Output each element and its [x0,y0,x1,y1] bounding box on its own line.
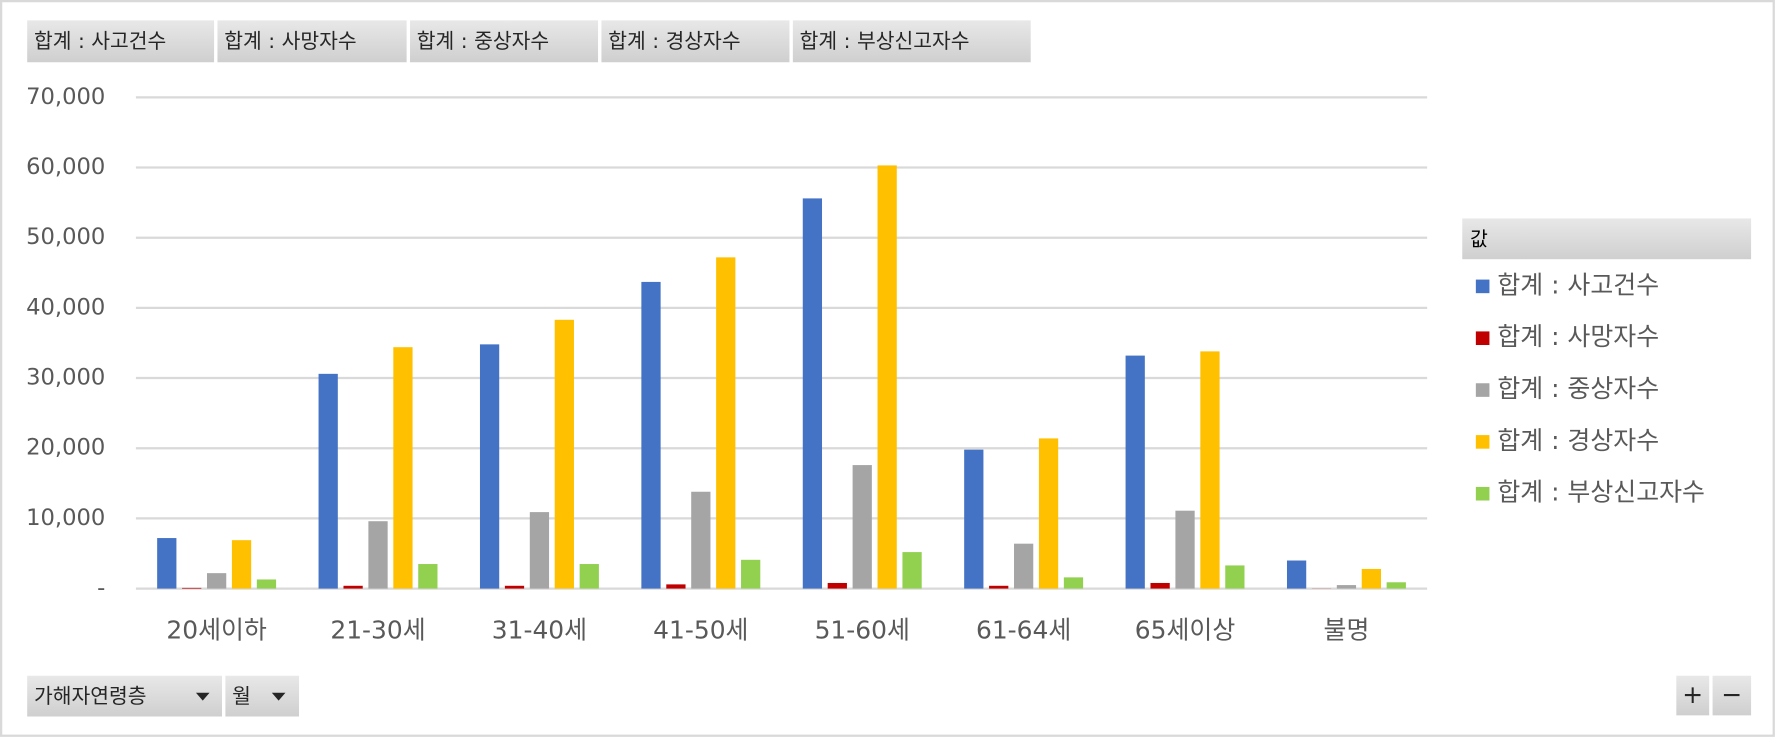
series-field-label[interactable]: 합계 : 중상자수 [417,29,549,53]
series-field-button[interactable]: 합계 : 사고건수 [27,20,215,63]
series-field-label[interactable]: 합계 : 경상자수 [608,29,740,53]
legend-label: 합계 : 사고건수 [1497,270,1659,299]
dropdown-arrow [271,692,286,701]
x-tick-label: 65세이상 [1135,616,1236,645]
bar [579,564,599,589]
bar [393,347,413,589]
bar [231,540,252,589]
series-field-button[interactable]: 합계 : 사망자수 [217,20,407,63]
legend-header [1462,218,1752,260]
bar [368,521,388,589]
y-tick-label: 70,000 [26,84,105,110]
x-tick-label: 41-50세 [653,616,748,645]
bar [716,257,736,589]
bar [852,465,872,589]
y-tick-label: 50,000 [26,224,105,250]
bar [1200,351,1220,589]
y-tick-label: 20,000 [26,435,105,461]
bar [318,373,338,589]
legend-title: 값 [1470,227,1488,250]
bar [206,573,227,589]
bar [182,587,202,589]
series-field-button[interactable]: 합계 : 중상자수 [410,20,599,63]
legend-swatch [1475,383,1490,397]
x-tick-label: 51-60세 [815,616,910,645]
bar [1014,543,1034,589]
x-tick-label: 불명 [1324,616,1370,645]
zoom-button[interactable]: − [1712,675,1752,716]
legend-swatch [1475,331,1490,346]
bar [529,512,550,589]
bar [1336,585,1357,589]
x-tick-label: 21-30세 [330,616,425,645]
legend-swatch [1475,486,1490,501]
series-field-label[interactable]: 합계 : 부상신고자수 [800,29,970,53]
button-bg [792,20,1031,63]
bar [1361,568,1381,589]
axis-field-button[interactable]: 월 [225,675,300,717]
bar [504,585,525,589]
series-field-button[interactable]: 합계 : 부상신고자수 [792,20,1031,63]
bar [1125,355,1145,589]
bar [641,281,661,589]
bar [1225,565,1245,589]
bar [964,449,984,589]
bar [1038,438,1059,589]
series-field-button[interactable]: 합계 : 경상자수 [601,20,790,63]
button-bg [225,675,300,717]
y-tick-label: 10,000 [26,505,105,531]
axis-field-button[interactable]: 가해자연령층 [27,675,223,717]
bar [741,559,761,589]
zoom-button[interactable]: + [1676,675,1710,716]
bar [1150,582,1170,589]
legend-label: 합계 : 사망자수 [1497,322,1659,351]
bar [877,165,897,589]
bar [157,538,177,589]
bar [989,585,1009,589]
legend-label: 합계 : 경상자수 [1497,426,1659,455]
y-tick-label: 60,000 [26,154,105,180]
legend-swatch [1475,435,1490,449]
bar [1063,577,1084,589]
bar [343,585,363,589]
button-bg [601,20,790,63]
bar [1386,582,1406,589]
x-tick-label: 31-40세 [492,616,587,645]
series-field-label[interactable]: 합계 : 사망자수 [224,29,356,53]
button-bg [1712,675,1752,716]
y-tick-label: 40,000 [26,294,105,320]
bar [666,584,686,589]
button-bg [27,675,223,717]
bar [902,552,922,589]
x-tick-label: 61-64세 [976,616,1071,645]
axis-field-label[interactable]: 가해자연령층 [34,684,147,708]
zoom-label[interactable]: − [1721,680,1742,709]
bar [418,564,438,589]
bar [554,319,574,589]
y-tick-label: 30,000 [26,365,105,391]
legend-label: 합계 : 중상자수 [1497,374,1659,403]
legend-swatch [1475,279,1490,294]
bar [256,579,277,589]
bar [691,491,711,589]
x-tick-label: 20세이하 [166,616,267,645]
button-bg [410,20,599,63]
dropdown-arrow [195,692,210,701]
bar [479,344,500,589]
bar [1175,510,1195,589]
button-bg [1676,675,1710,716]
axis-field-label[interactable]: 월 [232,684,251,708]
y-tick-label: - [97,575,105,601]
button-bg [217,20,407,63]
bar [1286,560,1307,589]
bar [827,582,847,589]
legend-label: 합계 : 부상신고자수 [1497,478,1705,507]
bar [802,198,823,589]
series-field-label[interactable]: 합계 : 사고건수 [34,29,166,53]
button-bg [27,20,215,63]
zoom-label[interactable]: + [1682,680,1703,709]
